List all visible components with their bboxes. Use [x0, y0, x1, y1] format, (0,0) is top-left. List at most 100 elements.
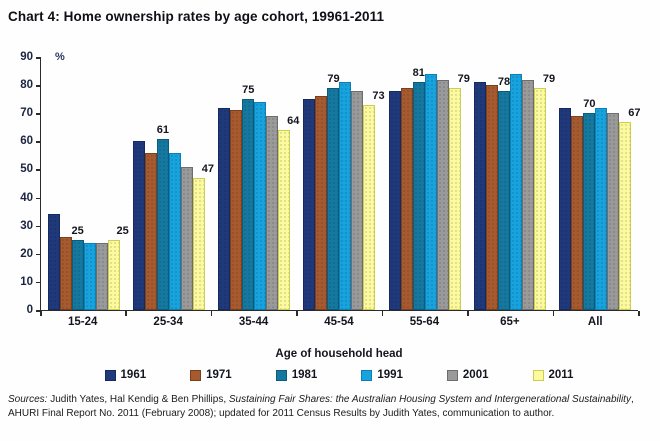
- bar-2001-All: [607, 113, 620, 310]
- bar-value-label-2011-All: 67: [628, 106, 641, 119]
- y-tick-label: 30: [20, 219, 33, 232]
- bar-1991-45-54: [339, 82, 352, 310]
- bar-value-label-2011-15-24: 25: [116, 224, 129, 237]
- x-axis-category-labels: 15-24 25-34 35-44 45-54 55-64 65+ All: [40, 316, 638, 328]
- plot-area: % 90 80 70 60 50 40 30 20 10 0 25 25 61 47 75 64 79 73 81…: [20, 51, 640, 316]
- bar-1961-15-24: [47, 214, 60, 310]
- bar-2011-25-34: 47: [192, 163, 214, 310]
- bar-2001-25-34: [180, 166, 193, 310]
- legend-label-1981: 1981: [291, 369, 318, 381]
- bar-group-All: 70 67: [553, 58, 640, 310]
- legend: 1961 1971 1981 1991 2001 2011: [40, 369, 638, 381]
- y-tick-mark: [36, 197, 41, 200]
- x-tick-mark: [467, 311, 469, 316]
- bar-1981-All: 70: [583, 98, 595, 310]
- legend-label-1971: 1971: [206, 369, 232, 381]
- bar-1961-65+: [474, 82, 487, 310]
- source-text-segment: , AHURI Final Report No. 2011 (February …: [8, 394, 634, 419]
- bar-1961-All: [559, 107, 572, 310]
- legend-item-2011: 2011: [532, 369, 574, 381]
- y-tick-label: 70: [20, 106, 33, 119]
- x-category-label-35-44: 35-44: [238, 316, 269, 328]
- bar-1991-55-64: [424, 73, 437, 310]
- x-tick-mark: [296, 311, 298, 316]
- x-tick-mark: [40, 311, 42, 316]
- bar-2011-All: 67: [619, 107, 640, 310]
- y-tick-label: 10: [20, 275, 33, 288]
- legend-label-1961: 1961: [120, 369, 147, 381]
- bar-group-65+: 78 79: [467, 58, 555, 310]
- bar-1991-15-24: [83, 242, 96, 310]
- legend-label-1991: 1991: [377, 369, 403, 381]
- x-category-label-55-64: 55-64: [409, 316, 440, 328]
- bar-1961-35-44: [218, 107, 231, 310]
- bar-group-35-44: 75 64: [212, 58, 299, 310]
- chart-title: Chart 4: Home ownership rates by age coh…: [8, 9, 385, 24]
- legend-item-2001: 2001: [446, 369, 489, 381]
- legend-label-2001: 2001: [462, 369, 489, 381]
- source-note: Sources: Judith Yates, Hal Kendig & Ben …: [0, 393, 660, 421]
- bar-1991-All: [595, 107, 608, 310]
- legend-item-1971: 1971: [190, 369, 232, 381]
- bar-group-45-54: 79 73: [297, 58, 385, 310]
- x-tick-mark: [210, 311, 213, 316]
- bar-2001-45-54: [351, 90, 364, 310]
- legend-item-1981: 1981: [275, 369, 318, 381]
- bar-1981-45-54: 79: [327, 73, 340, 310]
- bar-value-label-1981-55-64: 81: [412, 67, 425, 80]
- legend-swatch-1991: [361, 369, 373, 381]
- bar-1971-35-44: [230, 110, 243, 310]
- bar-group-15-24: 25 25: [41, 58, 129, 310]
- bar-group-55-64: 81 79: [382, 58, 470, 310]
- y-tick-label: 90: [20, 50, 33, 63]
- chart-canvas: % 90 80 70 60 50 40 30 20 10 0 25 25 61 47 75 64 79 73 81…: [20, 51, 640, 328]
- legend-swatch-1961: [104, 369, 116, 381]
- legend-label-2011: 2011: [548, 369, 574, 381]
- y-tick-mark: [36, 141, 41, 143]
- bar-value-label-1981-15-24: 25: [71, 224, 84, 237]
- bar-value-label-1981-25-34: 61: [156, 123, 170, 136]
- bar-value-label-1981-45-54: 79: [327, 72, 340, 85]
- x-tick-mark: [638, 311, 640, 316]
- bar-2001-65+: [522, 79, 535, 310]
- bar-1971-65+: [486, 85, 499, 310]
- bar-1971-45-54: [315, 96, 328, 310]
- bar-groups: 25 25 61 47 75 64 79 73 81 79 78 79 70 67: [41, 58, 640, 310]
- bar-2011-35-44: 64: [278, 115, 299, 310]
- bar-1971-55-64: [400, 87, 413, 310]
- x-category-label-45-54: 45-54: [324, 316, 354, 328]
- y-tick-mark: [36, 310, 41, 312]
- bar-1971-All: [571, 116, 584, 310]
- source-text-segment: Judith Yates, Hal Kendig & Ben Phillips,: [47, 394, 229, 405]
- bar-2011-65+: 79: [534, 73, 555, 310]
- y-tick-mark: [36, 85, 41, 87]
- y-tick-label: 80: [20, 78, 33, 91]
- y-tick-mark: [36, 113, 41, 115]
- bar-value-label-2011-55-64: 79: [457, 72, 470, 85]
- bar-value-label-1981-All: 70: [583, 98, 596, 111]
- bar-1971-25-34: [144, 152, 157, 310]
- x-tick-mark: [381, 311, 384, 316]
- bar-1991-25-34: [168, 152, 181, 310]
- source-text-segment: Sustaining Fair Shares: the Australian H…: [228, 394, 631, 405]
- bar-1991-35-44: [254, 102, 267, 310]
- x-tick-mark: [552, 311, 555, 316]
- x-axis-title: Age of household head: [275, 348, 403, 360]
- y-tick-label: 50: [20, 163, 33, 176]
- bar-value-label-1981-65+: 78: [497, 75, 511, 88]
- bar-value-label-1981-35-44: 75: [242, 84, 255, 97]
- bar-1981-35-44: 75: [242, 84, 254, 310]
- x-category-label-65+: 65+: [500, 316, 520, 328]
- bar-1961-25-34: [132, 141, 145, 310]
- bar-value-label-2011-65+: 79: [542, 72, 556, 85]
- y-tick-mark: [36, 169, 41, 171]
- y-tick-label: 20: [20, 247, 33, 260]
- bar-1961-55-64: [388, 90, 401, 310]
- bar-1981-55-64: 81: [413, 67, 425, 310]
- legend-swatch-2001: [446, 369, 458, 381]
- y-tick-mark: [36, 57, 41, 59]
- y-tick-label: 60: [20, 135, 33, 148]
- bar-2011-55-64: 79: [448, 73, 470, 310]
- bar-2001-55-64: [436, 79, 449, 310]
